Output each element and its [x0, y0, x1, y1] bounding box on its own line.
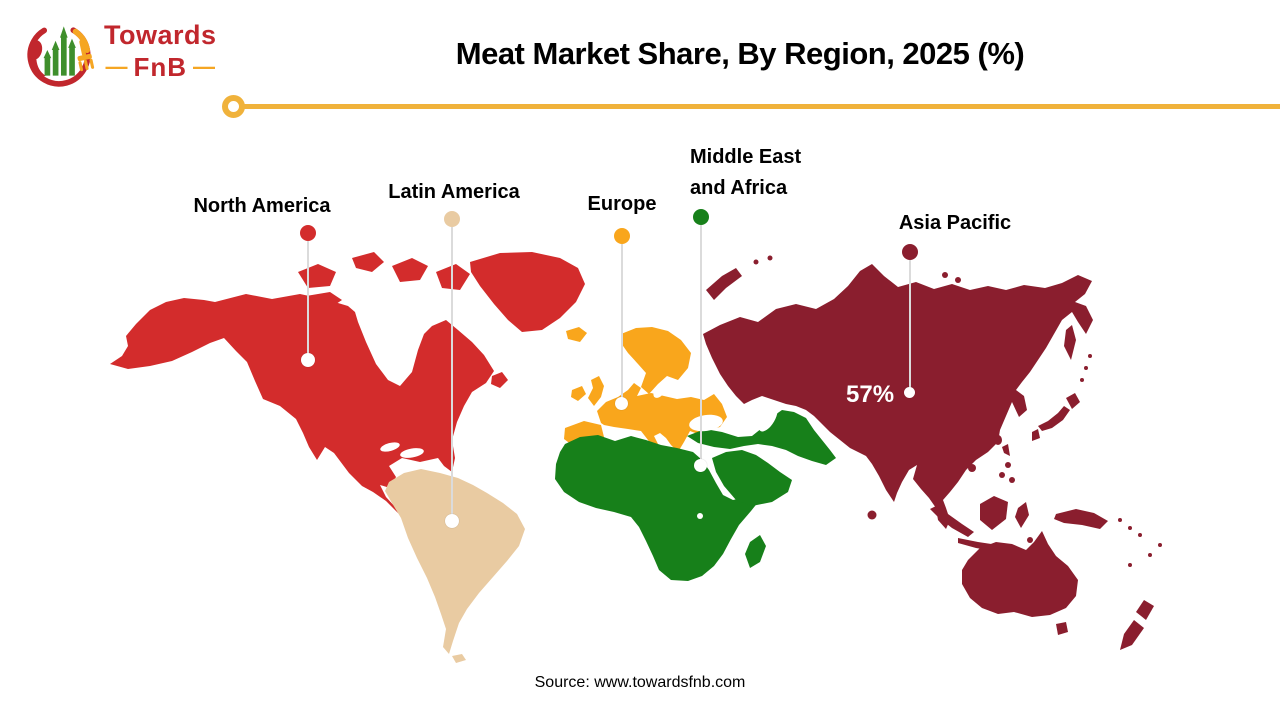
label-north-america: North America [193, 195, 331, 217]
endpoint-latin-america [445, 514, 459, 528]
pin-north-america [300, 225, 316, 241]
endpoint-europe [615, 397, 628, 410]
region-latin-america [385, 469, 525, 663]
pin-middle-east-africa [693, 209, 709, 225]
label-latin-america: Latin America [388, 181, 520, 203]
leader-asia-pacific [909, 260, 911, 393]
water-overlays [380, 382, 778, 519]
divider-ring [222, 95, 245, 118]
page-title: Meat Market Share, By Region, 2025 (%) [455, 36, 1025, 71]
spoon-icon [28, 40, 46, 78]
source-attribution: Source: www.towardsfnb.com [534, 674, 746, 691]
endpoint-middle-east-africa [694, 459, 707, 472]
pin-europe [614, 228, 630, 244]
logo-dash-left: — [105, 54, 128, 79]
label-middle-east-africa-line2: and Africa [690, 177, 788, 199]
label-asia-pacific: Asia Pacific [898, 212, 1012, 234]
growth-bars-icon [43, 26, 76, 76]
label-middle-east-africa-line1: Middle East [690, 146, 802, 168]
towardsfnb-logo-icon [27, 23, 95, 87]
endpoint-north-america [301, 353, 315, 367]
brand-logo: Towards — FnB — [22, 12, 217, 90]
pin-asia-pacific [902, 244, 918, 260]
brand-name-line2: FnB [133, 52, 188, 82]
leader-north-america [307, 241, 309, 360]
region-asia-pacific [703, 255, 1162, 650]
region-north-america [110, 252, 585, 519]
logo-dash-right: — [193, 54, 216, 79]
region-europe [564, 327, 727, 456]
brand-name-line1: Towards [104, 20, 217, 50]
leader-latin-america [451, 227, 453, 521]
divider-line [243, 104, 1280, 109]
pin-latin-america [444, 211, 460, 227]
asia-pacific-value: 57% [846, 381, 895, 408]
endpoint-asia-pacific [904, 387, 915, 398]
brand-logo-text: Towards — FnB — [104, 20, 217, 82]
label-middle-east-africa: Middle East and Africa [690, 142, 840, 204]
region-middle-east-africa [555, 410, 836, 581]
fork-icon [77, 39, 95, 72]
label-europe: Europe [587, 193, 657, 215]
leader-europe [621, 244, 623, 404]
leader-middle-east-africa [700, 225, 702, 466]
